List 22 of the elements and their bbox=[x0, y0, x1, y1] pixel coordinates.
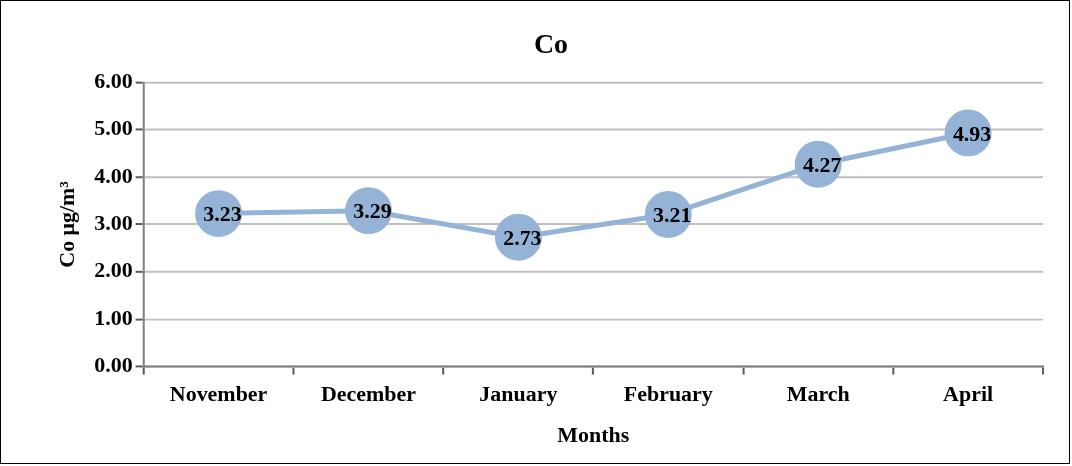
y-tick-label: 5.00 bbox=[94, 115, 133, 141]
data-label: 2.73 bbox=[503, 224, 542, 250]
y-tick-label: 0.00 bbox=[94, 352, 133, 378]
data-label: 4.93 bbox=[952, 120, 992, 146]
y-axis-title: Co μg/m³ bbox=[53, 180, 79, 268]
y-tick-label: 2.00 bbox=[94, 257, 133, 283]
x-axis-title: Months bbox=[557, 421, 630, 447]
y-tick-label: 4.00 bbox=[94, 162, 133, 188]
data-label: 3.23 bbox=[203, 201, 242, 227]
y-tick-label: 3.00 bbox=[94, 210, 133, 236]
y-tick-label: 1.00 bbox=[94, 304, 133, 330]
x-tick-label: November bbox=[169, 381, 268, 407]
x-tick-label: December bbox=[320, 381, 417, 407]
data-label: 4.27 bbox=[802, 151, 842, 177]
x-tick-label: February bbox=[623, 381, 713, 407]
data-label: 3.29 bbox=[353, 198, 392, 224]
x-tick-label: January bbox=[479, 381, 558, 407]
x-tick-label: March bbox=[786, 381, 850, 407]
data-label: 3.21 bbox=[653, 202, 692, 228]
y-tick-label: 6.00 bbox=[94, 67, 133, 93]
x-tick-label: April bbox=[943, 381, 994, 407]
chart-title: Co bbox=[533, 27, 569, 59]
